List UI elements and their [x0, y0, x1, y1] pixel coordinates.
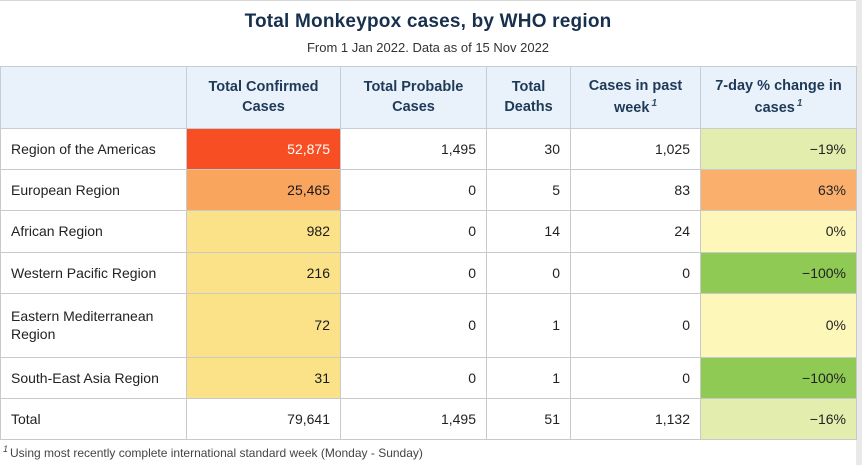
confirmed-cases-cell: 52,875: [186, 127, 341, 171]
table-row-total: Total 79,641 1,495 51 1,132 −16%: [0, 397, 857, 441]
confirmed-cases-cell: 982: [186, 210, 341, 253]
header-total-probable: Total Probable Cases: [340, 66, 487, 129]
confirmed-cases-cell: 31: [186, 356, 341, 399]
region-name: European Region: [0, 169, 187, 212]
region-name: South-East Asia Region: [0, 356, 187, 399]
confirmed-cases-cell: 216: [186, 251, 341, 294]
cases-table: Total Confirmed Cases Total Probable Cas…: [0, 66, 857, 441]
footnote-marker: 1: [3, 444, 9, 455]
probable-cases-cell: 0: [340, 210, 487, 253]
confirmed-cases-cell: 25,465: [186, 169, 341, 212]
region-name: Region of the Americas: [0, 127, 187, 171]
total-label: Total: [0, 397, 187, 441]
region-name: Western Pacific Region: [0, 251, 187, 294]
past-week-cell: 0: [570, 251, 701, 294]
table-row-african: African Region 982 0 14 24 0%: [0, 210, 857, 253]
table-row-south-east-asia: South-East Asia Region 31 0 1 0 −100%: [0, 356, 857, 399]
region-name: African Region: [0, 210, 187, 253]
deaths-cell: 30: [486, 127, 571, 171]
footnote-marker: 1: [651, 97, 658, 109]
header-7day-change: 7-day % change in cases 1: [700, 66, 857, 129]
total-confirmed-cell: 79,641: [186, 397, 341, 441]
header-region: [0, 66, 187, 129]
probable-cases-cell: 0: [340, 356, 487, 399]
region-name: Eastern Mediterranean Region: [0, 292, 187, 358]
page-title: Total Monkeypox cases, by WHO region: [244, 11, 612, 32]
total-deaths-cell: 51: [486, 397, 571, 441]
total-probable-cell: 1,495: [340, 397, 487, 441]
header-total-confirmed: Total Confirmed Cases: [186, 66, 341, 129]
deaths-cell: 1: [486, 356, 571, 399]
change-cell: −100%: [700, 356, 857, 399]
page-subtitle: From 1 Jan 2022. Data as of 15 Nov 2022: [306, 40, 550, 55]
probable-cases-cell: 0: [340, 292, 487, 358]
table-row-western-pacific: Western Pacific Region 216 0 0 0 −100%: [0, 251, 857, 294]
probable-cases-cell: 0: [340, 169, 487, 212]
deaths-cell: 14: [486, 210, 571, 253]
table-row-european: European Region 25,465 0 5 83 63%: [0, 169, 857, 212]
total-change-cell: −16%: [700, 397, 857, 441]
past-week-cell: 0: [570, 292, 701, 358]
change-cell: 63%: [700, 169, 857, 212]
past-week-cell: 0: [570, 356, 701, 399]
header-total-deaths: Total Deaths: [486, 66, 571, 129]
probable-cases-cell: 1,495: [340, 127, 487, 171]
deaths-cell: 1: [486, 292, 571, 358]
past-week-cell: 24: [570, 210, 701, 253]
table-row-americas: Region of the Americas 52,875 1,495 30 1…: [0, 127, 857, 171]
change-cell: 0%: [700, 210, 857, 253]
footnote-marker: 1: [796, 97, 803, 109]
past-week-cell: 1,025: [570, 127, 701, 171]
change-cell: −19%: [700, 127, 857, 171]
table-header-row: Total Confirmed Cases Total Probable Cas…: [0, 66, 857, 129]
change-cell: −100%: [700, 251, 857, 294]
change-cell: 0%: [700, 292, 857, 358]
table-row-eastern-mediterranean: Eastern Mediterranean Region 72 0 1 0 0%: [0, 292, 857, 358]
footnote: 1 Using most recently complete internatio…: [0, 444, 856, 460]
deaths-cell: 0: [486, 251, 571, 294]
footnote-text: Using most recently complete internation…: [10, 446, 423, 461]
confirmed-cases-cell: 72: [186, 292, 341, 358]
probable-cases-cell: 0: [340, 251, 487, 294]
deaths-cell: 5: [486, 169, 571, 212]
past-week-cell: 83: [570, 169, 701, 212]
header-cases-past-week: Cases in past week 1: [570, 66, 701, 129]
total-past-week-cell: 1,132: [570, 397, 701, 441]
